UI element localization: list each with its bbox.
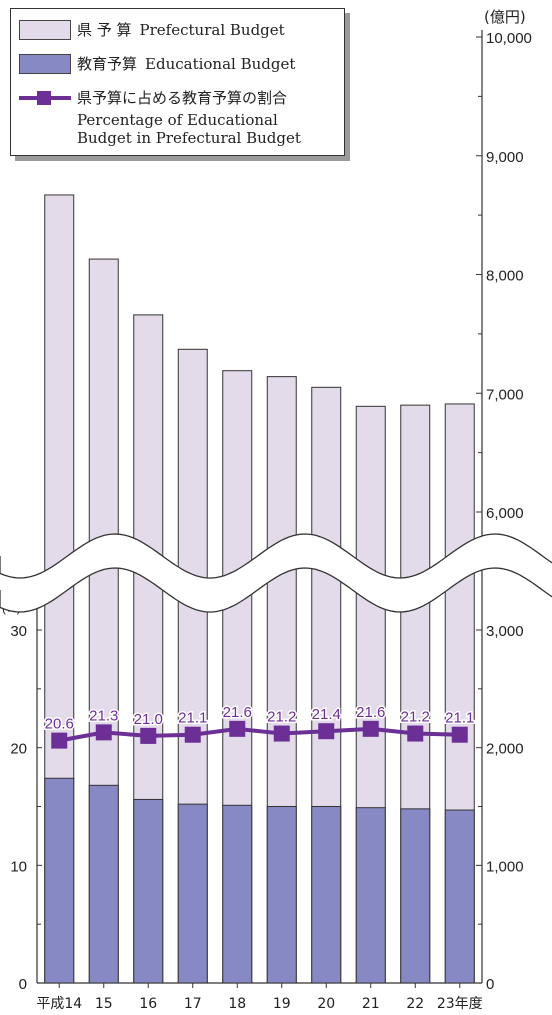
x-axis-tick-label: 18 (228, 996, 246, 1012)
right-axis-tick-label: 8,000 (486, 268, 524, 285)
ratio-marker (184, 726, 201, 743)
right-axis-tick-label: 9,000 (486, 149, 524, 166)
right-axis-tick-label: 0 (486, 976, 494, 993)
legend-ratio-en-2: Budget in Prefectural Budget (77, 129, 301, 147)
x-axis-tick-label: 17 (184, 996, 202, 1012)
ratio-marker (95, 724, 112, 741)
left-axis-tick-label: 10 (10, 858, 27, 875)
ratio-marker (273, 725, 290, 742)
prefectural-swatch (19, 19, 71, 40)
axis-break-line-top (0, 533, 552, 579)
ratio-data-label: 21.1 (178, 710, 207, 727)
axis-break-band (0, 534, 552, 612)
ratio-data-label: 21.1 (445, 710, 474, 727)
ratio-data-label: 21.3 (89, 707, 118, 724)
ratio-marker (229, 720, 246, 737)
ratio-data-label: 21.4 (312, 706, 341, 723)
educational-bar (177, 803, 208, 984)
legend-item-prefectural: 県 予 算 Prefectural Budget (19, 19, 285, 40)
axis-break-line-bottom (0, 567, 552, 613)
legend-ratio-jp: 県予算に占める教育予算の割合 (77, 89, 288, 107)
right-axis-unit: (億円) (484, 8, 526, 26)
legend-ratio-en-1: Percentage of Educational (77, 111, 278, 129)
educational-bar (222, 804, 253, 984)
ratio-data-label: 21.0 (134, 711, 163, 728)
ratio-line (58, 726, 460, 743)
right-axis-tick-label: 3,000 (486, 623, 524, 640)
x-axis-tick-label: 19 (273, 996, 291, 1012)
educational-bar (355, 807, 386, 984)
educational-bar (444, 809, 475, 984)
legend-item-ratio: 県予算に占める教育予算の割合 (19, 87, 295, 108)
right-axis-tick-label: 1,000 (486, 858, 524, 875)
ratio-data-label: 20.6 (45, 716, 74, 733)
legend-item-educational: 教育予算 Educational Budget (19, 53, 295, 74)
right-axis-tick-label: 6,000 (486, 505, 524, 522)
left-axis-tick-label: 0 (19, 976, 27, 993)
ratio-data-label: 21.6 (356, 704, 385, 721)
ratio-data-label: 21.2 (267, 709, 296, 726)
ratio-marker (407, 725, 424, 742)
educational-bar (311, 805, 342, 984)
educational-bar (88, 784, 119, 984)
ratio-marker (362, 720, 379, 737)
ratio-marker (140, 727, 157, 744)
ratio-data-label: 21.6 (223, 704, 252, 721)
left-axis-tick-label: 30 (10, 623, 27, 640)
legend-prefectural-en: Prefectural Budget (139, 20, 285, 39)
ratio-marker (318, 723, 335, 740)
ratio-marker (451, 726, 468, 743)
legend-educational-jp: 教育予算 (77, 55, 138, 73)
educational-bar (400, 808, 431, 984)
x-axis-tick-label: 15 (95, 996, 113, 1012)
educational-bar (266, 805, 297, 984)
educational-swatch (19, 53, 71, 74)
educational-bar (133, 798, 164, 984)
x-axis-tick-label: 平成14 (36, 996, 82, 1012)
ratio-line-swatch (19, 88, 71, 108)
legend-prefectural-jp: 県 予 算 (77, 21, 132, 39)
x-axis-tick-label: 23年度 (437, 996, 483, 1012)
ratio-data-label: 21.2 (401, 709, 430, 726)
educational-bar (44, 777, 75, 984)
right-axis-tick-label: 10,000 (486, 30, 532, 47)
x-axis-tick-label: 21 (362, 996, 380, 1012)
legend-educational-en: Educational Budget (145, 54, 296, 73)
ratio-marker (51, 732, 68, 749)
right-axis-tick-label: 2,000 (486, 741, 524, 758)
x-axis-tick-label: 20 (317, 996, 335, 1012)
legend: 県 予 算 Prefectural Budget 教育予算 Educationa… (10, 8, 345, 156)
right-axis-tick-label: 7,000 (486, 386, 524, 403)
left-axis-tick-label: 20 (10, 741, 27, 758)
x-axis-tick-label: 16 (139, 996, 157, 1012)
x-axis-tick-label: 22 (406, 996, 424, 1012)
